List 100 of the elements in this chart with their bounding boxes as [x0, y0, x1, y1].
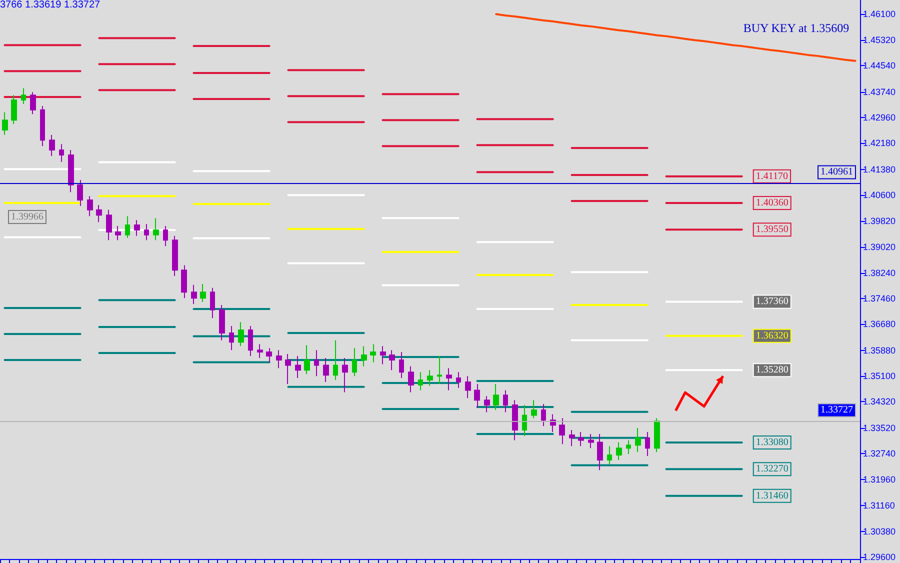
- candlestick: [645, 432, 650, 457]
- y-tick-label: 1.32740: [863, 448, 896, 459]
- candlestick: [361, 346, 367, 367]
- y-tick-label: 1.42180: [863, 138, 896, 148]
- ref-line-label: 1.33727: [820, 404, 853, 416]
- candlestick: [181, 264, 187, 299]
- candlestick: [323, 357, 329, 382]
- candlestick: [49, 134, 55, 156]
- candlestick: [134, 220, 140, 236]
- candlestick: [304, 344, 310, 375]
- candlestick: [427, 370, 433, 386]
- candlestick: [635, 428, 641, 453]
- candlestick: [68, 150, 74, 193]
- data-label: 1.41170: [756, 170, 788, 182]
- y-tick-label: 1.44540: [863, 60, 896, 70]
- candlestick: [153, 218, 159, 241]
- candlestick: [59, 144, 64, 162]
- y-tick-label: 1.38240: [863, 268, 896, 278]
- candlestick: [456, 372, 461, 388]
- candlestick: [295, 355, 301, 379]
- candlestick: [465, 376, 471, 399]
- candlestick: [266, 348, 272, 363]
- candlestick: [389, 350, 395, 371]
- data-label: 1.32270: [756, 464, 788, 475]
- candlestick: [106, 209, 112, 241]
- candlestick: [512, 400, 518, 441]
- y-tick-label: 1.35880: [863, 345, 896, 356]
- data-label: 1.31460: [756, 490, 788, 502]
- candlestick: [219, 304, 225, 341]
- y-tick-label: 1.42960: [863, 112, 896, 122]
- candlestick: [446, 368, 452, 391]
- candlestick: [2, 112, 8, 136]
- annotation: 3766 1.33619 1.33727: [0, 0, 101, 10]
- candlestick: [380, 346, 386, 365]
- candlestick: [408, 366, 414, 393]
- candlestick: [607, 446, 612, 465]
- y-tick-label: 1.37460: [863, 293, 896, 304]
- candlestick: [144, 224, 149, 241]
- line-series: [495, 13, 856, 62]
- candlestick: [474, 383, 480, 408]
- candlestick: [597, 433, 603, 471]
- candlestick: [503, 390, 508, 413]
- y-tick-label: 1.34320: [863, 396, 896, 407]
- y-tick-label: 1.36680: [863, 319, 896, 330]
- candlestick: [172, 235, 178, 277]
- annotation: 1.39966: [11, 212, 44, 222]
- y-tick-label: 1.45320: [863, 34, 896, 45]
- candlestick: [342, 357, 348, 393]
- annotation: BUY KEY at 1.35609: [743, 21, 850, 35]
- candlestick: [238, 322, 244, 347]
- candlestick: [210, 287, 215, 319]
- candlestick: [352, 348, 357, 377]
- y-tick-label: 1.33520: [863, 423, 896, 434]
- candlestick: [522, 404, 527, 436]
- candlestick: [531, 400, 537, 419]
- candlestick: [333, 340, 338, 381]
- candlestick: [541, 404, 546, 427]
- candlestick: [11, 94, 17, 125]
- y-tick-label: 1.35100: [863, 371, 896, 382]
- y-tick-label: 1.43740: [863, 86, 896, 97]
- candlestick: [626, 440, 631, 455]
- candlestick: [77, 179, 83, 206]
- candlestick: [87, 196, 93, 217]
- ref-line-label: 1.40961: [820, 166, 853, 178]
- candlestick: [248, 326, 253, 356]
- candlestick: [285, 354, 291, 384]
- y-tick-label: 1.40600: [863, 190, 896, 200]
- candlestick: [370, 344, 376, 363]
- data-label: 1.39550: [756, 224, 788, 236]
- candlestick: [484, 396, 490, 413]
- y-tick-label: 1.30380: [863, 526, 896, 536]
- candlestick: [229, 326, 234, 351]
- candlestick: [569, 430, 575, 447]
- candlestick: [493, 383, 499, 410]
- y-tick-label: 1.29600: [863, 552, 896, 562]
- candlestick: [276, 350, 282, 369]
- candlestick: [191, 284, 197, 305]
- candlestick: [257, 344, 263, 358]
- candlestick: [125, 216, 130, 238]
- data-label: 1.35280: [756, 364, 788, 376]
- data-label: 1.33080: [756, 437, 788, 448]
- data-label: 1.37360: [756, 296, 788, 308]
- y-tick-label: 1.39020: [863, 242, 896, 252]
- candlestick: [163, 226, 168, 247]
- candlestick: [30, 92, 36, 115]
- y-tick-label: 1.41380: [863, 164, 896, 174]
- candlestick: [21, 88, 26, 104]
- candlestick: [437, 355, 442, 384]
- y-tick-label: 1.46100: [863, 9, 896, 20]
- candlestick: [654, 418, 660, 453]
- candlestick: [96, 204, 102, 223]
- candlestick: [399, 352, 404, 379]
- candlestick: [418, 372, 423, 391]
- candlestick: [200, 283, 206, 303]
- candlestick: [314, 350, 319, 377]
- data-label: 1.40360: [756, 198, 788, 209]
- candlestick: [559, 418, 565, 445]
- candlestick: [616, 442, 622, 460]
- y-tick-label: 1.39820: [863, 216, 896, 226]
- y-tick-label: 1.31160: [863, 500, 895, 511]
